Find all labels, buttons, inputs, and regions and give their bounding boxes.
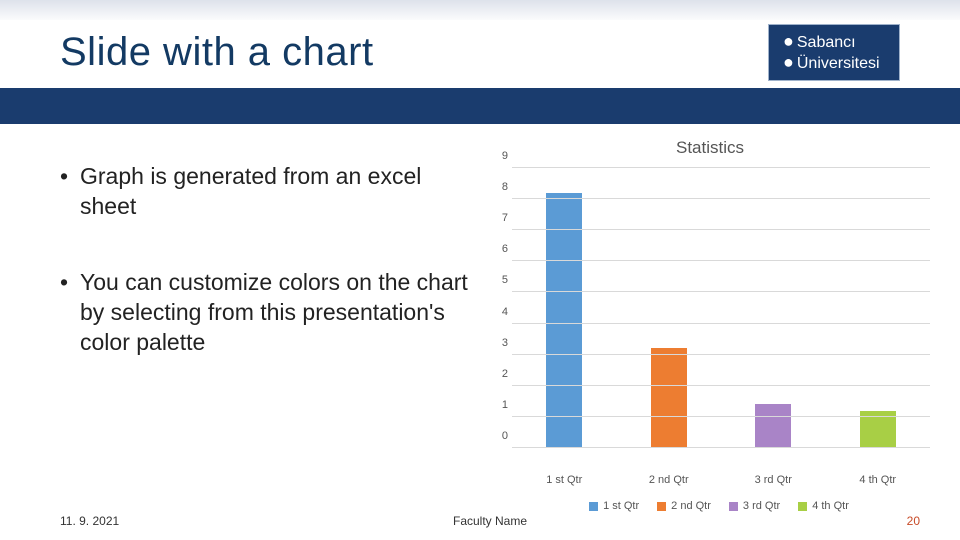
logo-dot-icon: ● (783, 52, 794, 73)
grid-line (512, 385, 930, 386)
content-area: Graph is generated from an excel sheet Y… (60, 138, 930, 490)
title-row: Slide with a chart ●Sabancı ●Üniversites… (60, 24, 900, 81)
bullet-item: You can customize colors on the chart by… (60, 268, 480, 358)
chart-legend: 1 st Qtr 2 nd Qtr 3 rd Qtr 4 th Qtr (508, 500, 930, 512)
bar (651, 348, 687, 448)
bullet-item: Graph is generated from an excel sheet (60, 162, 480, 222)
y-tick-label: 4 (502, 306, 508, 318)
bullet-list: Graph is generated from an excel sheet Y… (60, 162, 480, 357)
x-tick-label: 1 st Qtr (512, 468, 617, 486)
footer-faculty: Faculty Name (453, 514, 527, 528)
footer-date: 11. 9. 2021 (60, 514, 119, 528)
bars-container (512, 168, 930, 448)
y-tick-label: 5 (502, 274, 508, 286)
y-tick-label: 3 (502, 337, 508, 349)
legend-item: 4 th Qtr (798, 500, 849, 512)
logo-line-1: Sabancı (797, 34, 856, 52)
y-tick-label: 8 (502, 181, 508, 193)
chart-column: Statistics 0 1 2 3 4 5 6 7 8 9 1 st Qtr2 nd Qtr3 … (490, 138, 930, 490)
logo-dot-icon: ● (783, 31, 794, 52)
legend-label: 4 th Qtr (812, 500, 849, 512)
grid-line (512, 354, 930, 355)
y-axis: 0123456789 (490, 168, 512, 448)
legend-label: 3 rd Qtr (743, 500, 780, 512)
grid-line (512, 229, 930, 230)
y-tick-label: 9 (502, 150, 508, 162)
footer-page-number: 20 (907, 514, 920, 528)
legend-item: 1 st Qtr (589, 500, 639, 512)
x-tick-label: 3 rd Qtr (721, 468, 826, 486)
y-tick-label: 7 (502, 212, 508, 224)
university-logo: ●Sabancı ●Üniversitesi (768, 24, 900, 81)
y-tick-label: 2 (502, 368, 508, 380)
grid-line (512, 260, 930, 261)
legend-item: 2 nd Qtr (657, 500, 711, 512)
legend-swatch (798, 502, 807, 511)
y-tick-label: 1 (502, 399, 508, 411)
bar (546, 193, 582, 448)
chart-title: Statistics (490, 138, 930, 158)
legend-label: 1 st Qtr (603, 500, 639, 512)
y-tick-label: 0 (502, 430, 508, 442)
grid-line (512, 323, 930, 324)
logo-line-2: Üniversitesi (797, 55, 880, 73)
top-gradient (0, 0, 960, 20)
grid-line (512, 291, 930, 292)
left-column: Graph is generated from an excel sheet Y… (60, 138, 490, 490)
grid-line (512, 447, 930, 448)
legend-swatch (589, 502, 598, 511)
legend-label: 2 nd Qtr (671, 500, 711, 512)
grid-line (512, 167, 930, 168)
legend-swatch (729, 502, 738, 511)
x-tick-label: 2 nd Qtr (617, 468, 722, 486)
grid-line (512, 198, 930, 199)
slide-title: Slide with a chart (60, 30, 374, 75)
x-axis-labels: 1 st Qtr2 nd Qtr3 rd Qtr4 th Qtr (512, 468, 930, 486)
plot-area (512, 168, 930, 448)
legend-item: 3 rd Qtr (729, 500, 780, 512)
x-tick-label: 4 th Qtr (826, 468, 931, 486)
navy-divider-band (0, 88, 960, 124)
legend-swatch (657, 502, 666, 511)
y-tick-label: 6 (502, 243, 508, 255)
bar (755, 404, 791, 448)
footer: 11. 9. 2021 Faculty Name 20 (60, 514, 920, 528)
grid-line (512, 416, 930, 417)
chart-area: 0123456789 (490, 168, 930, 468)
